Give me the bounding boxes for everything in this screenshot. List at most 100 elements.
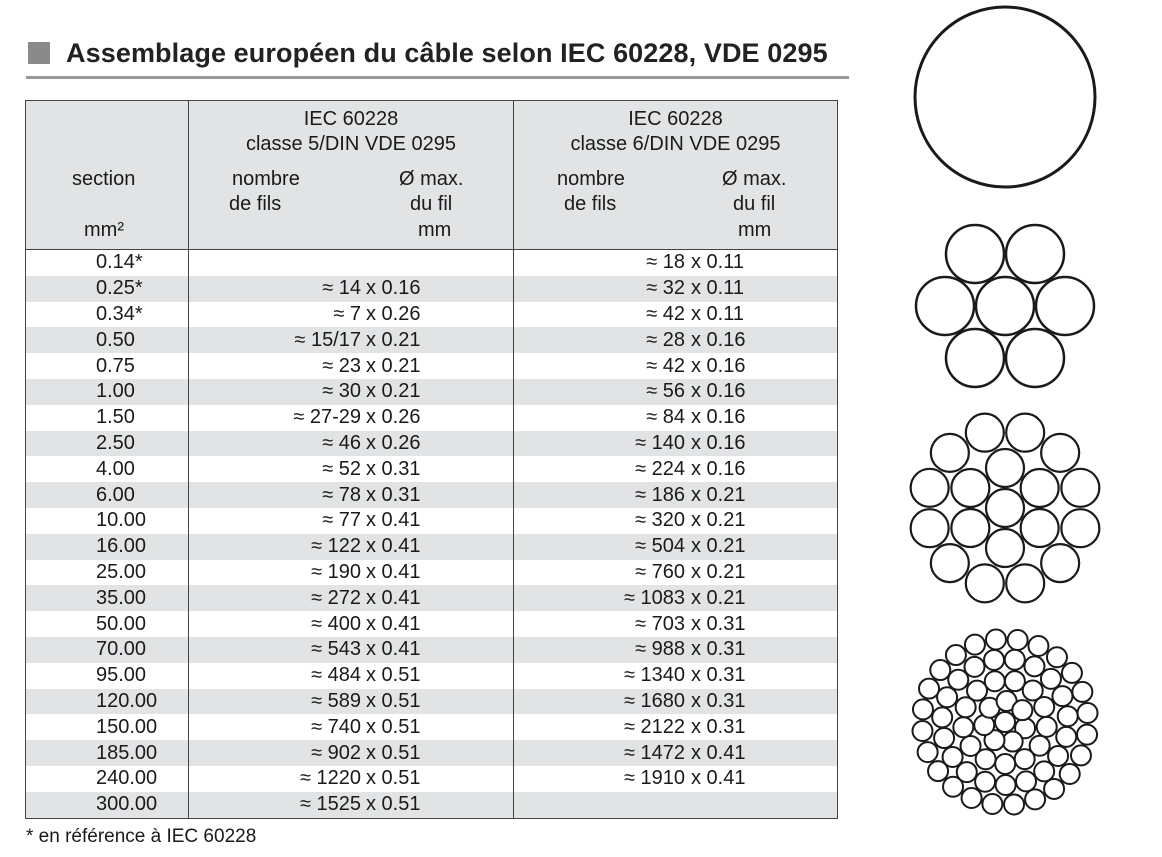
class5-cell-content: ≈ 77 x 0.41 (189, 508, 513, 533)
strand-circle (929, 543, 970, 584)
class6-wire-diameter: x 0.16 (691, 380, 746, 403)
class6-cell-content: ≈ 186 x 0.21 (514, 483, 837, 508)
class6-cell: ≈ 1340 x 0.31 (513, 662, 838, 689)
header-class6-line1: IEC 60228 (628, 108, 723, 130)
section-cell: 1.50 (25, 404, 189, 431)
section-cell: 4.00 (25, 456, 189, 483)
class6-cell: ≈ 56 x 0.16 (513, 378, 838, 405)
strand-circle (1040, 543, 1081, 584)
class5-wire-diameter: x 0.41 (366, 535, 421, 558)
strand-circle (954, 696, 977, 719)
strand-circle (1004, 223, 1066, 285)
wire-assembly-table: section mm² IEC 60228 classe 5/DIN VDE 0… (25, 100, 838, 819)
strand-circle (1001, 730, 1024, 753)
class6-wire-diameter: x 0.21 (691, 483, 746, 506)
strand-circle (1056, 705, 1079, 728)
class6-wire-diameter: x 0.31 (691, 715, 746, 738)
section-cell: 95.00 (25, 662, 189, 689)
class6-wire-diameter: x 0.31 (691, 638, 746, 661)
class5-wire-count: ≈ 46 (322, 431, 361, 454)
strand-circle (1039, 667, 1062, 690)
class6-cell-content: ≈ 2122 x 0.31 (514, 715, 837, 740)
header-class5-line2: classe 5/DIN VDE 0295 (245, 133, 457, 155)
class5-cell-content: ≈ 30 x 0.21 (189, 379, 513, 404)
class5-wire-diameter: x 0.16 (366, 277, 421, 300)
strand-circle (959, 735, 982, 758)
class5-wire-diameter: x 0.51 (366, 793, 421, 816)
class6-wire-count: ≈ 1472 (623, 741, 685, 764)
strand-circle (974, 770, 997, 793)
title-underline (26, 76, 849, 79)
class5-wire-diameter: x 0.21 (366, 328, 421, 351)
strand-circle (916, 741, 939, 764)
header-class6-dia-line1: Ø max. (722, 168, 787, 190)
header-class6-dia-line2: du fil (733, 193, 776, 215)
class6-wire-diameter: x 0.21 (691, 586, 746, 609)
header-class5-line1: IEC 60228 (303, 108, 399, 130)
class6-wire-count: ≈ 1910 (623, 767, 685, 790)
conductor-illustrations (900, 0, 1110, 852)
class6-wire-diameter: x 0.16 (691, 354, 746, 377)
class5-cell-content: ≈ 902 x 0.51 (189, 741, 513, 766)
title-square-icon (28, 42, 50, 64)
table-row: 25.00 ≈ 190 x 0.41 ≈ 760 x 0.21 (25, 559, 838, 586)
class6-wire-count: ≈ 1680 (623, 689, 685, 712)
table-row: 240.00 ≈ 1220 x 0.51 ≈ 1910 x 0.41 (25, 765, 838, 792)
strand-circle (1028, 734, 1051, 757)
section-cell: 10.00 (25, 507, 189, 534)
strand-circle (1021, 679, 1044, 702)
class6-wire-diameter: x 0.21 (691, 535, 746, 558)
class5-wire-count: ≈ 52 (322, 457, 361, 480)
class5-wire-diameter: x 0.51 (366, 715, 421, 738)
table-row: 0.14* ≈ 18 x 0.11 (25, 249, 838, 276)
class5-cell-content: ≈ 740 x 0.51 (189, 715, 513, 740)
strand-circle (1076, 723, 1099, 746)
section-cell: 35.00 (25, 585, 189, 612)
strand-circle (984, 527, 1026, 569)
class5-wire-diameter: x 0.26 (366, 302, 421, 325)
section-cell: 2.50 (25, 430, 189, 457)
class6-cell-content: ≈ 1340 x 0.31 (514, 663, 837, 688)
strand-circle (1005, 563, 1046, 604)
class6-cell-content: ≈ 988 x 0.31 (514, 637, 837, 662)
class6-cell-content: ≈ 140 x 0.16 (514, 431, 837, 456)
strand-circle (960, 786, 983, 809)
class6-wire-diameter: x 0.11 (691, 277, 744, 300)
class5-cell: ≈ 1525 x 0.51 (188, 791, 514, 819)
strand-circle (944, 223, 1006, 285)
class6-cell: ≈ 32 x 0.11 (513, 275, 838, 302)
class6-wire-diameter: x 0.31 (691, 664, 746, 687)
strand-circle (1019, 467, 1060, 509)
strand-circle (918, 677, 941, 700)
strand-circle (1011, 699, 1034, 722)
class5-cell: ≈ 23 x 0.21 (188, 353, 514, 379)
19-strand-conductor-icon (909, 412, 1101, 604)
strand-circle (984, 487, 1026, 529)
strand-circle (1071, 680, 1094, 703)
class6-cell: ≈ 186 x 0.21 (513, 482, 838, 508)
section-cell: 0.50 (25, 327, 189, 354)
class5-cell: ≈ 15/17 x 0.21 (188, 327, 514, 354)
class6-wire-count: ≈ 186 (635, 483, 685, 506)
class5-wire-diameter: x 0.41 (366, 638, 421, 661)
strand-circle (1043, 777, 1066, 800)
strand-circle (909, 508, 950, 549)
class5-cell: ≈ 46 x 0.26 (188, 430, 514, 457)
class6-wire-diameter: x 0.41 (691, 741, 746, 764)
strand-circle (947, 668, 970, 691)
class5-cell: ≈ 14 x 0.16 (188, 275, 514, 302)
strand-circle (1069, 744, 1092, 767)
class5-cell-content: ≈ 52 x 0.31 (189, 457, 513, 482)
class5-cell-content: ≈ 543 x 0.41 (189, 637, 513, 662)
header-section-label: section (72, 168, 136, 190)
class5-wire-count: ≈ 27-29 (293, 406, 361, 429)
class6-wire-count: ≈ 224 (635, 457, 685, 480)
class5-cell-content: ≈ 14 x 0.16 (189, 276, 513, 301)
header-class6-count-line2: de fils (564, 193, 617, 215)
strand-circle (1006, 628, 1029, 651)
header-section-unit: mm² (84, 219, 124, 241)
section-cell: 120.00 (25, 688, 189, 715)
strand-circle (984, 628, 1007, 651)
